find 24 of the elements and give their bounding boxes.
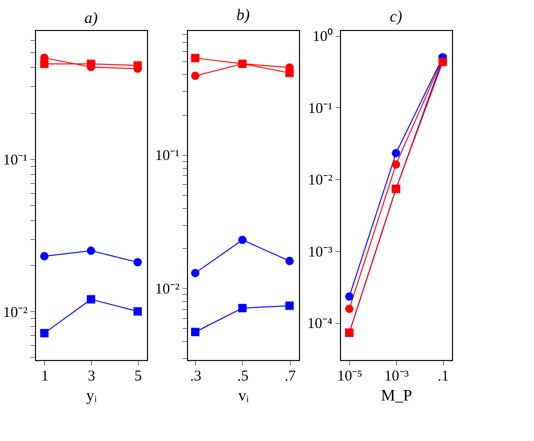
y-tick-label: 10⁻¹ bbox=[155, 148, 180, 164]
y-tick-label: 10⁻³ bbox=[308, 244, 333, 260]
y-tick-label: 10⁰ bbox=[312, 28, 332, 46]
x-tick-label: .1 bbox=[438, 368, 449, 384]
chart-title: c) bbox=[390, 8, 402, 26]
y-tick-label: 10⁻¹ bbox=[308, 100, 332, 117]
x-axis-title: vᵢ bbox=[238, 388, 250, 404]
x-tick-label: 1 bbox=[41, 368, 49, 384]
y-tick-label: 10⁻² bbox=[3, 304, 28, 321]
x-tick-label: .3 bbox=[190, 368, 202, 384]
y-tick-label: 10⁻² bbox=[308, 172, 333, 189]
x-tick-label: 10⁻⁵ bbox=[337, 368, 362, 384]
y-tick-label: 10⁻⁴ bbox=[307, 316, 332, 332]
x-tick-label: 10⁻³ bbox=[384, 368, 410, 384]
x-tick-label: 3 bbox=[88, 368, 96, 384]
chart-title: a) bbox=[84, 10, 98, 27]
chart-title: b) bbox=[236, 7, 250, 24]
x-tick-label: .5 bbox=[237, 368, 249, 384]
x-tick-label: .7 bbox=[284, 368, 296, 384]
y-tick-label: 10⁻² bbox=[155, 282, 180, 298]
x-axis-title: yᵢ bbox=[86, 388, 98, 404]
x-axis-title: M_P bbox=[380, 388, 412, 404]
x-tick-label: 5 bbox=[134, 368, 142, 384]
y-tick-label: 10⁻¹ bbox=[3, 152, 28, 168]
